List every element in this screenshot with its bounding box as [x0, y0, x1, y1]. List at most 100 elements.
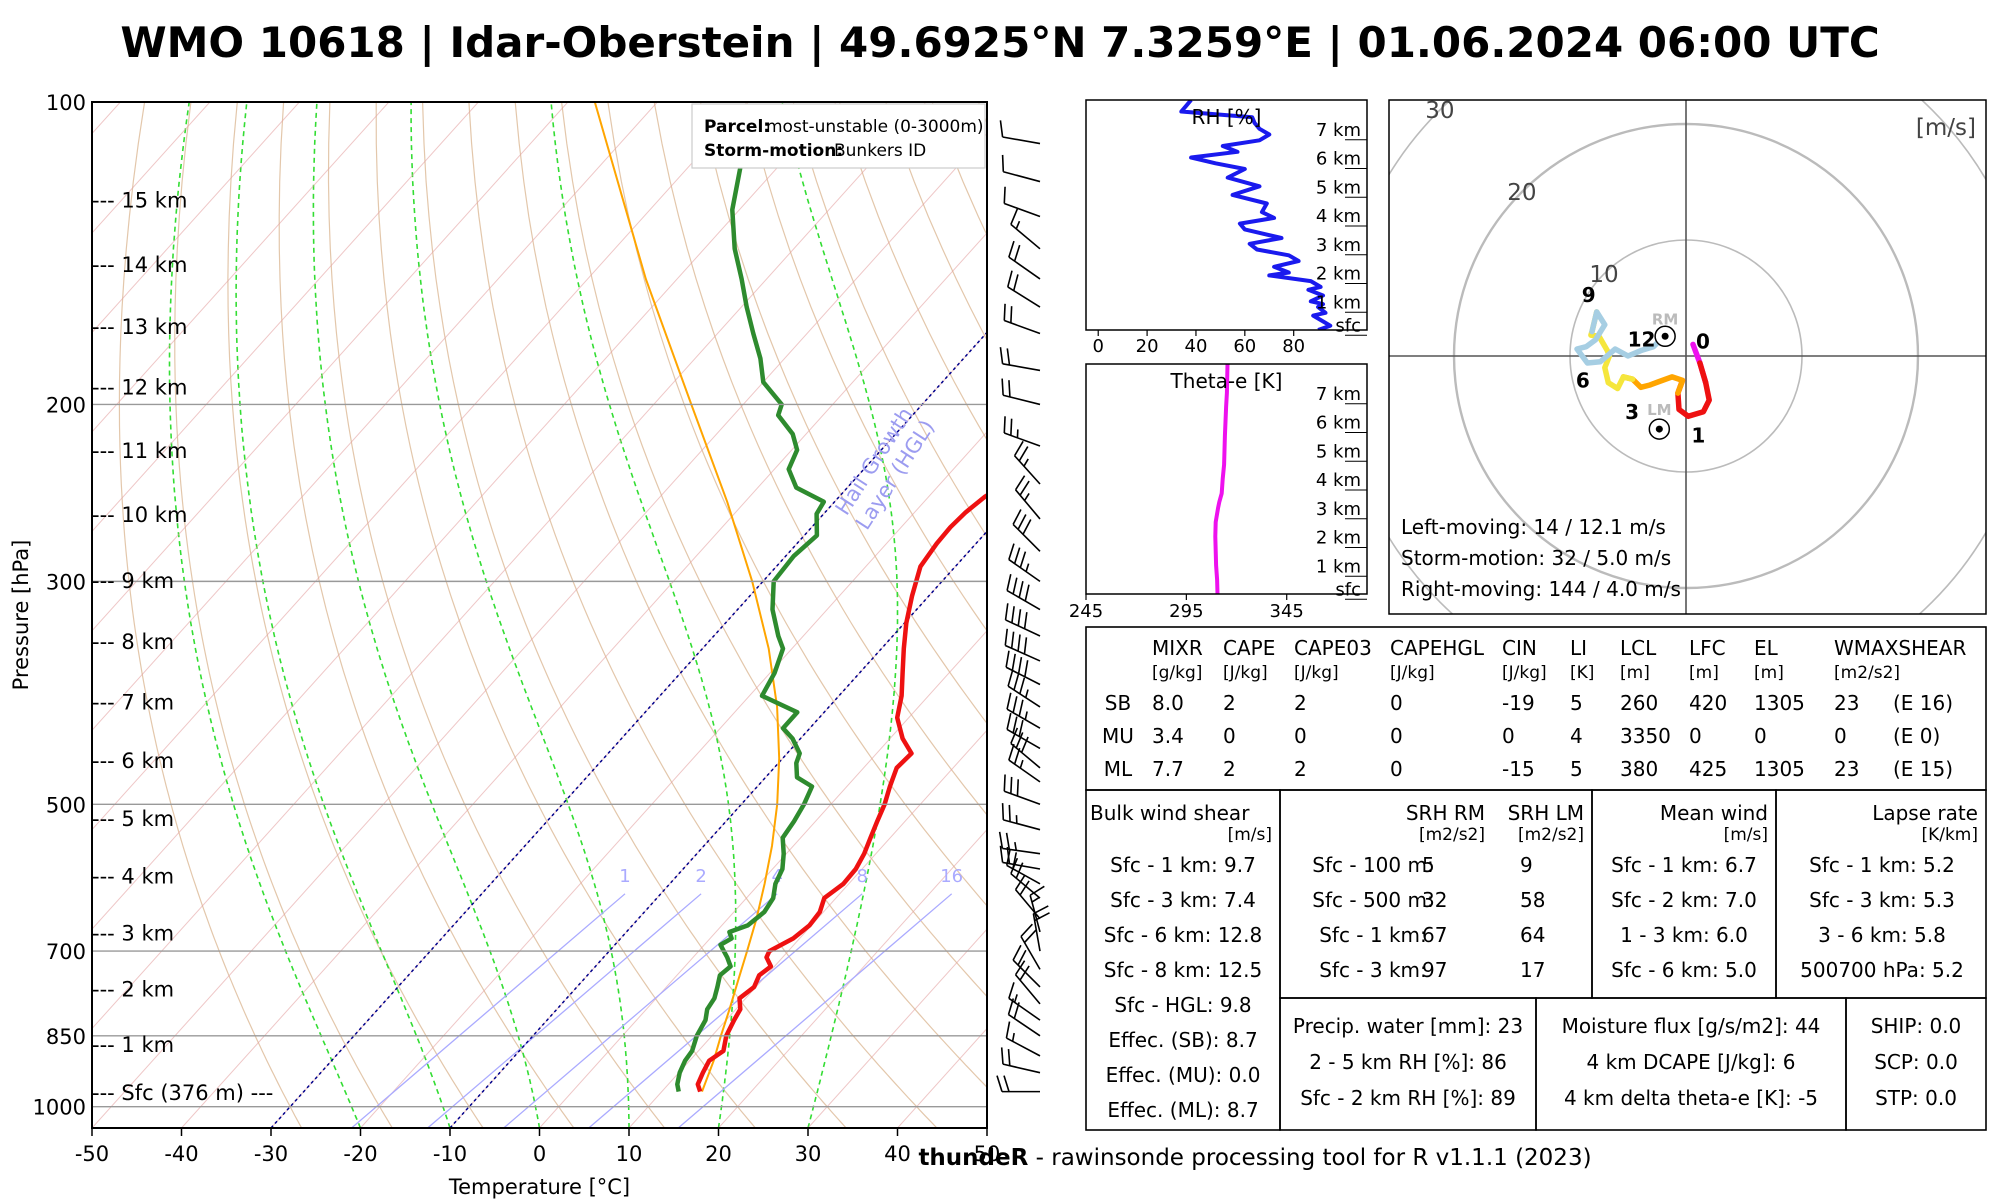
barb-flag — [1025, 930, 1036, 942]
params-header: MIXR — [1152, 636, 1203, 660]
bulk-shear-row: Sfc - 1 km: 9.7 — [1110, 853, 1256, 877]
barb-staff — [1003, 172, 1040, 182]
wind-barb — [1000, 347, 1040, 370]
wind-barbs — [997, 120, 1050, 1091]
hgl-label: Hail GrowthLayer (HGL) — [830, 402, 939, 534]
barb-flag — [1015, 245, 1020, 261]
height-label: --- 13 km — [92, 315, 187, 339]
params-cell: 2 — [1223, 757, 1236, 781]
barb-staff — [1004, 321, 1040, 334]
height-label: --- 7 km — [92, 690, 174, 714]
srh-row-label: Sfc - 500 m: — [1312, 888, 1433, 912]
barb-half-flag — [1020, 760, 1023, 768]
hodo-trace-segment — [1678, 363, 1709, 416]
barb-flag — [1011, 777, 1012, 794]
dry-adiabat — [228, 102, 483, 1128]
barb-flag — [1025, 660, 1028, 677]
bulk-shear-row: Sfc - 6 km: 12.8 — [1104, 923, 1262, 947]
barb-half-flag — [1015, 842, 1016, 850]
barb-flag — [1009, 805, 1010, 822]
wind-barb — [1009, 982, 1040, 1020]
x-tick-label: -20 — [343, 1142, 377, 1166]
params-header: LFC — [1689, 636, 1726, 660]
barb-flag — [1013, 945, 1021, 960]
barb-flag — [1011, 306, 1012, 323]
x-tick-label: 60 — [1233, 336, 1256, 357]
x-tick-label: -40 — [164, 1142, 198, 1166]
srh-header: SRH RM — [1406, 801, 1485, 825]
height-label: 7 km — [1316, 384, 1361, 405]
height-label: --- 3 km — [92, 922, 174, 946]
dry-adiabat — [515, 102, 1027, 1128]
barb-flag — [1008, 271, 1012, 287]
mean-wind-row: 1 - 3 km: 6.0 — [1620, 923, 1748, 947]
params-cell: 7.7 — [1152, 757, 1184, 781]
barb-staff — [1004, 203, 1040, 216]
barb-flag — [1007, 833, 1010, 850]
moist-adiabat — [411, 102, 629, 1128]
barb-staff — [1009, 998, 1040, 1020]
barb-staff — [1006, 620, 1040, 636]
x-tick-label: 80 — [1282, 336, 1305, 357]
barb-flag — [1009, 744, 1014, 760]
barb-flag — [1007, 348, 1009, 365]
x-tick-label: 0 — [533, 1142, 546, 1166]
mixing-ratio-label: 1 — [619, 866, 630, 887]
legend-storm-value: Bunkers ID — [834, 141, 926, 161]
x-tick-label: 40 — [884, 1142, 911, 1166]
barb-flag — [1002, 379, 1003, 396]
barb-flag — [1009, 380, 1010, 397]
barb-flag — [1003, 803, 1004, 820]
mixing-ratio-label: 16 — [940, 866, 963, 887]
params-cell: 420 — [1689, 691, 1727, 715]
barb-flag — [1004, 187, 1005, 204]
mean-wind-title: Mean wind — [1660, 801, 1768, 825]
pressure-tick-label: 500 — [46, 793, 86, 817]
legend-parcel-key: Parcel: — [704, 117, 770, 137]
x-tick-label: 30 — [795, 1142, 822, 1166]
barb-staff — [1007, 591, 1040, 610]
hodo-unit: [m/s] — [1916, 115, 1976, 141]
params-header: CIN — [1502, 636, 1537, 660]
barb-flag — [1019, 657, 1022, 674]
wind-barb — [1002, 379, 1040, 405]
params-cell: 23 — [1834, 691, 1859, 715]
mean-wind-row: Sfc - 2 km: 7.0 — [1611, 888, 1757, 912]
barb-flag — [1000, 120, 1002, 137]
storm-motion-label: RM — [1652, 310, 1678, 328]
mean-wind-row: Sfc - 1 km: 6.7 — [1611, 853, 1757, 877]
params-cell: 23 — [1834, 757, 1859, 781]
theta-title: Theta-e [K] — [1170, 369, 1283, 393]
barb-flag — [1018, 514, 1026, 529]
barb-flag — [1009, 544, 1014, 560]
x-tick-label: 245 — [1069, 601, 1103, 622]
params-cell: 1305 — [1754, 757, 1805, 781]
wind-barb — [1009, 241, 1040, 279]
index-row: SCP: 0.0 — [1874, 1050, 1958, 1074]
x-tick-label: 295 — [1169, 601, 1203, 622]
barb-flag — [1020, 678, 1025, 694]
barb-staff — [1006, 1038, 1040, 1056]
params-header: CAPE — [1223, 636, 1275, 660]
params-cell: 2 — [1294, 691, 1307, 715]
wind-barb — [1006, 603, 1040, 636]
height-label: --- 14 km — [92, 253, 187, 277]
barb-flag — [1004, 775, 1005, 792]
mixing-ratio-line — [352, 894, 625, 1128]
height-label: 3 km — [1316, 499, 1361, 520]
params-unit: [K] — [1570, 663, 1594, 683]
barb-flag — [1009, 1049, 1010, 1066]
params-header: LCL — [1620, 636, 1657, 660]
hodo-height-mark: 6 — [1576, 369, 1590, 393]
barb-half-flag — [1016, 221, 1019, 229]
params-cell: 0 — [1390, 691, 1403, 715]
bulk-shear-row: Sfc - HGL: 9.8 — [1114, 993, 1251, 1017]
barb-flag — [1004, 304, 1005, 321]
height-label: --- 12 km — [92, 376, 187, 400]
wind-barb — [1000, 832, 1040, 854]
barb-flag — [1019, 581, 1023, 597]
params-cell: 2 — [1294, 757, 1307, 781]
barb-flag — [1018, 635, 1020, 652]
barb-flag — [997, 1076, 1002, 1092]
